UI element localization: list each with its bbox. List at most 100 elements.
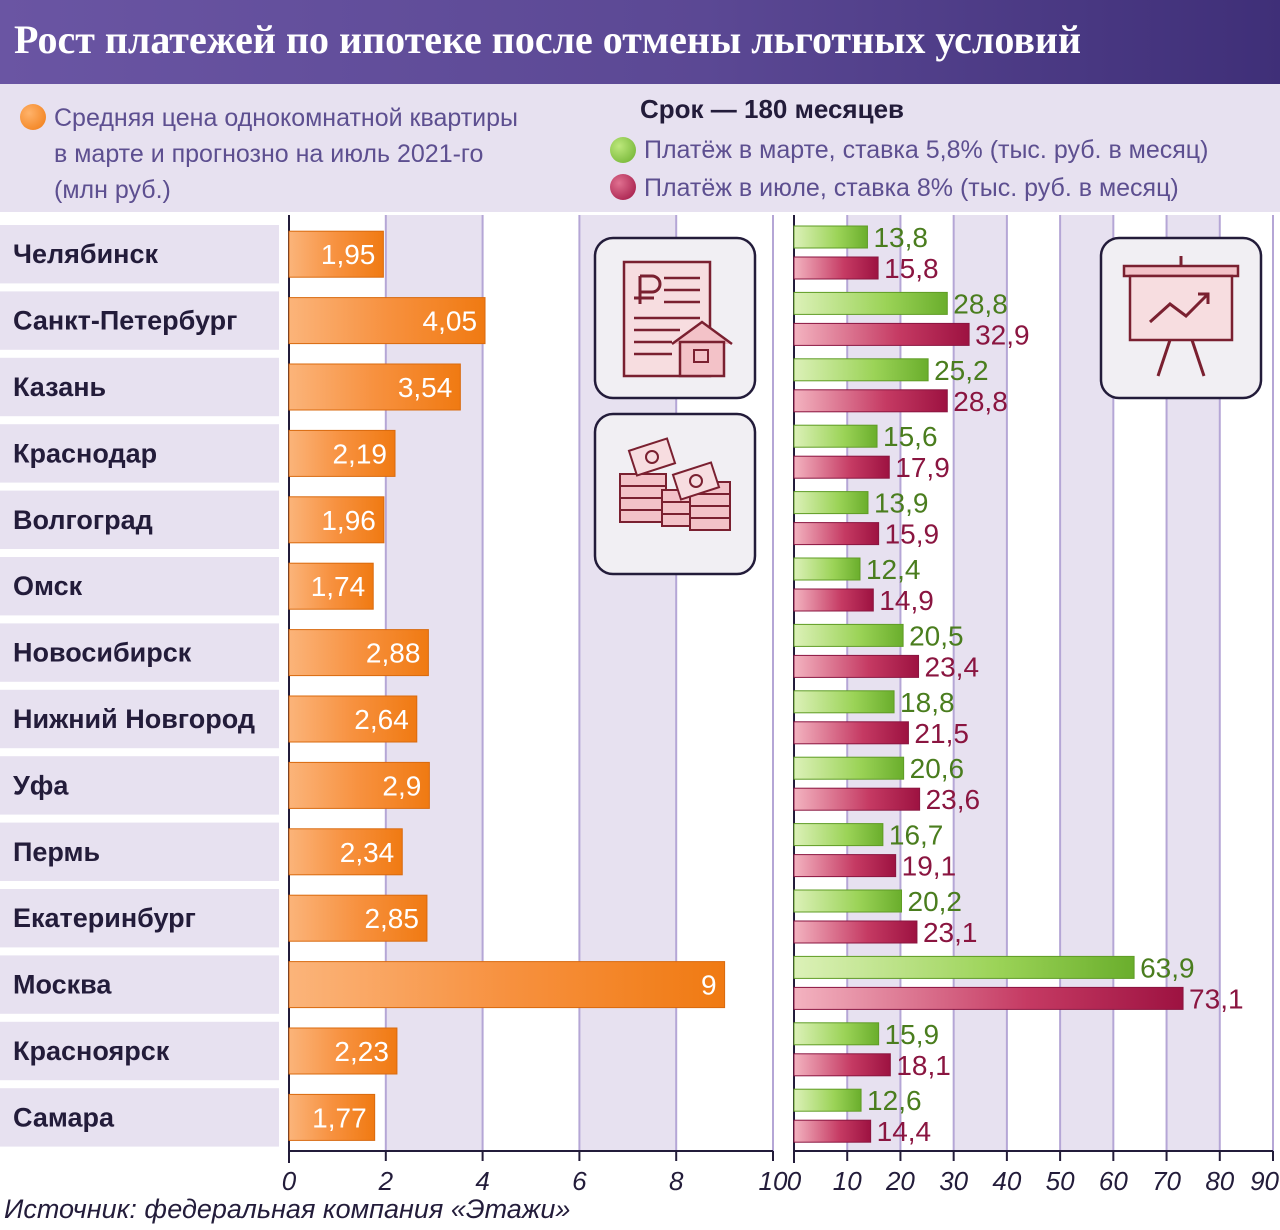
price-value-label: 2,34	[340, 837, 395, 868]
city-label: Волгоград	[13, 505, 153, 535]
city-cell	[0, 822, 279, 881]
payment-tick-label: 50	[1046, 1166, 1075, 1196]
city-label: Санкт-Петербург	[13, 306, 237, 336]
legend-july-text: Платёж в июле, ставка 8% (тыс. руб. в ме…	[644, 174, 1179, 202]
price-bar	[288, 429, 396, 477]
page-title: Рост платежей по ипотеке после отмены ль…	[14, 17, 1082, 62]
city-cell	[0, 424, 279, 483]
march-payment-label: 20,2	[908, 886, 963, 917]
legend-march-dot	[610, 137, 636, 163]
march-payment-label: 18,8	[900, 687, 955, 718]
price-bar	[288, 562, 374, 610]
payment-tick-label: 30	[939, 1166, 968, 1196]
march-payment-label: 28,8	[953, 288, 1008, 319]
city-cell	[0, 225, 279, 284]
payment-tick-label: 20	[885, 1166, 915, 1196]
city-label: Казань	[13, 372, 106, 402]
payment-tick-label: 40	[992, 1166, 1021, 1196]
march-payment-bar	[793, 1088, 862, 1112]
city-cell	[0, 1088, 279, 1147]
price-tick-label: 6	[572, 1166, 587, 1196]
city-cell	[0, 955, 279, 1014]
march-payment-bar	[793, 690, 895, 714]
march-payment-bar	[793, 1022, 880, 1046]
legend-panel: Средняя цена однокомнатной квартиры в ма…	[0, 84, 1280, 212]
city-cell	[0, 490, 279, 549]
city-cell	[0, 689, 279, 749]
price-tick-label: 0	[282, 1166, 297, 1196]
march-payment-bar	[793, 557, 861, 581]
city-label: Краснодар	[13, 438, 157, 468]
header-banner: Рост платежей по ипотеке после отмены ль…	[0, 0, 1280, 84]
payment-band	[847, 215, 901, 1151]
march-payment-label: 15,6	[883, 421, 938, 452]
money-stacks-icon	[593, 412, 757, 576]
march-payment-bar	[793, 623, 904, 647]
july-payment-label: 14,4	[877, 1116, 932, 1147]
price-value-label: 1,95	[321, 239, 376, 270]
city-label: Москва	[13, 970, 112, 1000]
price-bar	[288, 894, 428, 942]
price-bar	[288, 695, 418, 743]
axis-ticks: 0 2 4 6 8 10 0 10 20 30 40 50 60 70 80 90	[282, 1166, 1280, 1196]
price-bar	[288, 1027, 398, 1075]
july-payment-label: 32,9	[975, 319, 1029, 350]
july-payment-label: 14,9	[879, 585, 934, 616]
legend-price-line-1: Средняя цена однокомнатной квартиры	[54, 104, 519, 132]
july-payment-bar	[793, 389, 948, 413]
price-tick-label: 2	[378, 1166, 394, 1196]
city-label: Пермь	[13, 837, 100, 867]
legend-term: Срок — 180 месяцев	[640, 94, 905, 124]
march-payment-label: 15,9	[885, 1019, 940, 1050]
city-labels: Челябинск Санкт-Петербург Казань Краснодар В…	[0, 225, 279, 1147]
price-value-label: 2,19	[332, 438, 387, 469]
july-payment-label: 18,1	[896, 1050, 951, 1081]
city-cell	[0, 623, 279, 682]
july-payment-bar	[793, 854, 897, 878]
payment-tick-label: 70	[1152, 1166, 1181, 1196]
july-payment-bar	[793, 522, 880, 546]
march-payment-label: 63,9	[1140, 952, 1195, 983]
price-bar	[288, 761, 430, 809]
payment-tick-label: 80	[1205, 1166, 1234, 1196]
price-value-label: 4,05	[423, 306, 478, 337]
july-payment-label: 23,4	[925, 651, 980, 682]
payment-bars: 13,815,828,832,925,228,815,617,913,915,9…	[793, 222, 1244, 1147]
city-label: Нижний Новгород	[13, 704, 255, 734]
legend-price-text: Средняя цена однокомнатной квартиры в ма…	[54, 100, 518, 208]
july-payment-bar	[793, 1053, 891, 1077]
price-bar	[288, 629, 429, 677]
july-payment-label: 23,6	[926, 784, 981, 815]
price-value-label: 2,64	[354, 704, 409, 735]
price-value-label: 2,9	[382, 770, 421, 801]
city-label: Омск	[13, 571, 83, 601]
march-payment-label: 16,7	[889, 820, 944, 851]
legend-price-line-3: (млн руб.)	[54, 176, 171, 204]
legend-price-dot	[20, 104, 46, 130]
city-label: Новосибирск	[13, 638, 192, 668]
city-label: Самара	[13, 1102, 115, 1132]
presentation-chart-icon	[1099, 236, 1263, 400]
march-payment-bar	[793, 955, 1135, 979]
july-payment-bar	[793, 322, 970, 346]
city-cell	[0, 756, 279, 815]
price-tick-label: 8	[669, 1166, 684, 1196]
march-payment-bar	[793, 756, 905, 780]
july-payment-label: 17,9	[895, 452, 950, 483]
july-payment-bar	[793, 986, 1184, 1010]
payment-tick-label: 90	[1250, 1166, 1279, 1196]
price-value-label: 9	[701, 970, 717, 1001]
july-payment-label: 73,1	[1189, 983, 1244, 1014]
july-payment-bar	[793, 1119, 872, 1143]
city-label: Екатеринбург	[13, 903, 196, 933]
march-payment-label: 13,8	[873, 222, 928, 253]
price-value-label: 2,23	[334, 1036, 389, 1067]
july-payment-bar	[793, 721, 909, 745]
price-bar	[288, 828, 403, 876]
july-payment-label: 19,1	[902, 851, 957, 882]
july-payment-bar	[793, 455, 890, 479]
july-payment-bar	[793, 787, 921, 811]
july-payment-label: 15,8	[884, 253, 939, 284]
price-value-label: 3,54	[398, 372, 453, 403]
city-cell	[0, 1021, 279, 1081]
